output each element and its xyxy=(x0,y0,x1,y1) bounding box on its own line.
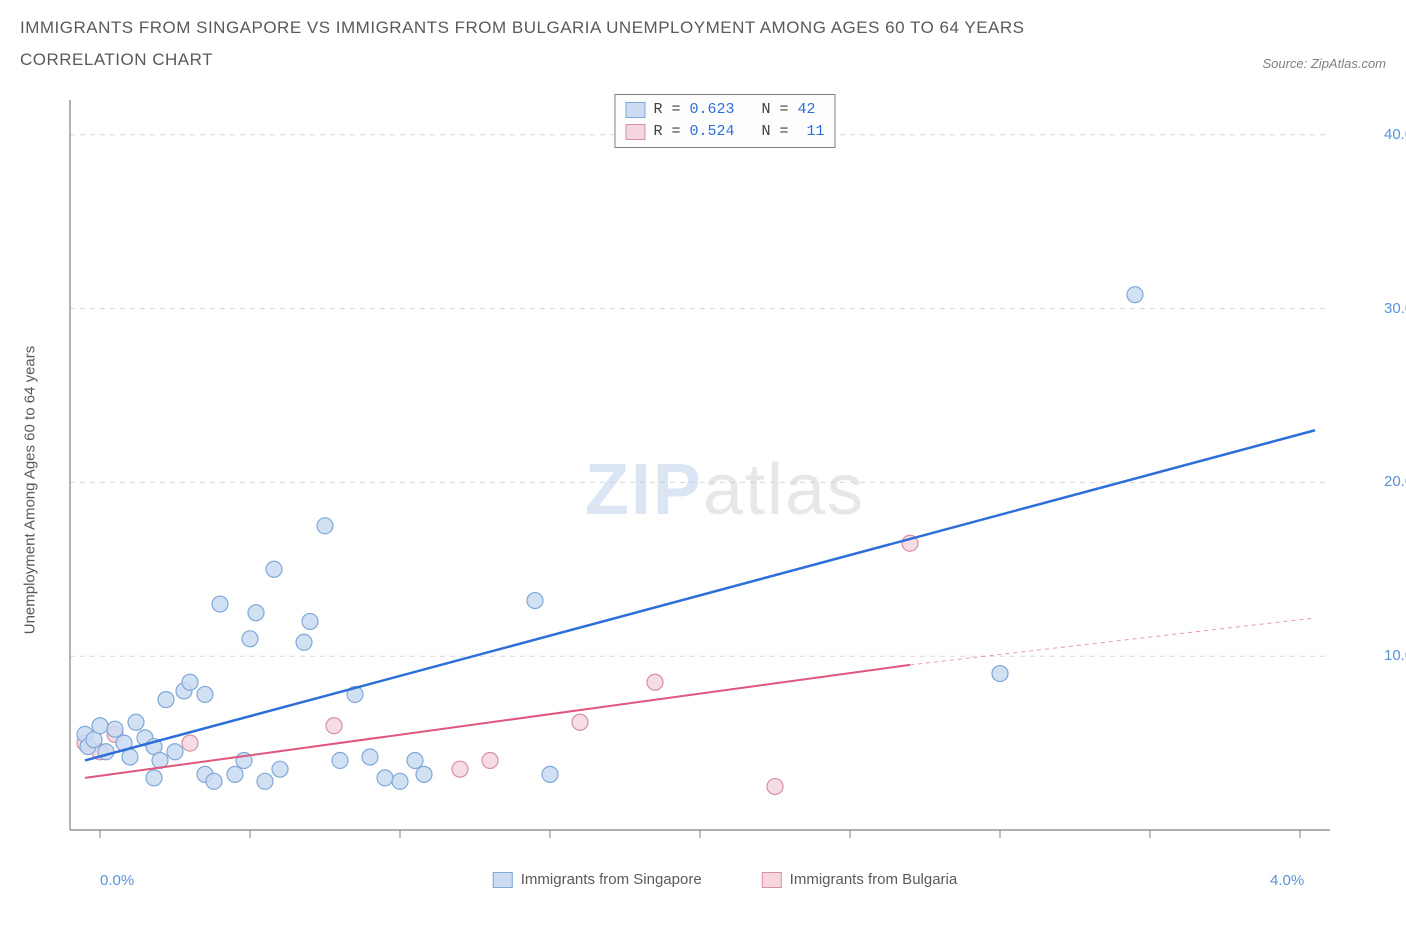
legend-swatch-bulgaria xyxy=(625,124,645,140)
legend-series: Immigrants from Singapore Immigrants fro… xyxy=(493,871,957,888)
legend-stats: R = 0.623 N = 42 R = 0.524 N = 11 xyxy=(614,94,835,148)
legend-swatch-singapore-bottom xyxy=(493,872,513,888)
page-title-line1: IMMIGRANTS FROM SINGAPORE VS IMMIGRANTS … xyxy=(20,18,1386,38)
y-tick-label: 20.0% xyxy=(1384,473,1406,490)
x-tick-label: 4.0% xyxy=(1270,872,1304,889)
y-axis-label: Unemployment Among Ages 60 to 64 years xyxy=(22,346,39,635)
x-tick-label: 0.0% xyxy=(100,872,134,889)
y-tick-label: 40.0% xyxy=(1384,126,1406,143)
chart-svg xyxy=(60,90,1390,890)
legend-label-bulgaria: Immigrants from Bulgaria xyxy=(790,871,958,888)
y-tick-label: 10.0% xyxy=(1384,647,1406,664)
correlation-chart: Unemployment Among Ages 60 to 64 years Z… xyxy=(60,90,1390,890)
legend-swatch-bulgaria-bottom xyxy=(762,872,782,888)
page-title-line2: CORRELATION CHART xyxy=(20,50,1386,70)
legend-swatch-singapore xyxy=(625,102,645,118)
legend-label-singapore: Immigrants from Singapore xyxy=(521,871,702,888)
y-tick-label: 30.0% xyxy=(1384,300,1406,317)
source-label: Source: ZipAtlas.com xyxy=(1262,56,1386,71)
